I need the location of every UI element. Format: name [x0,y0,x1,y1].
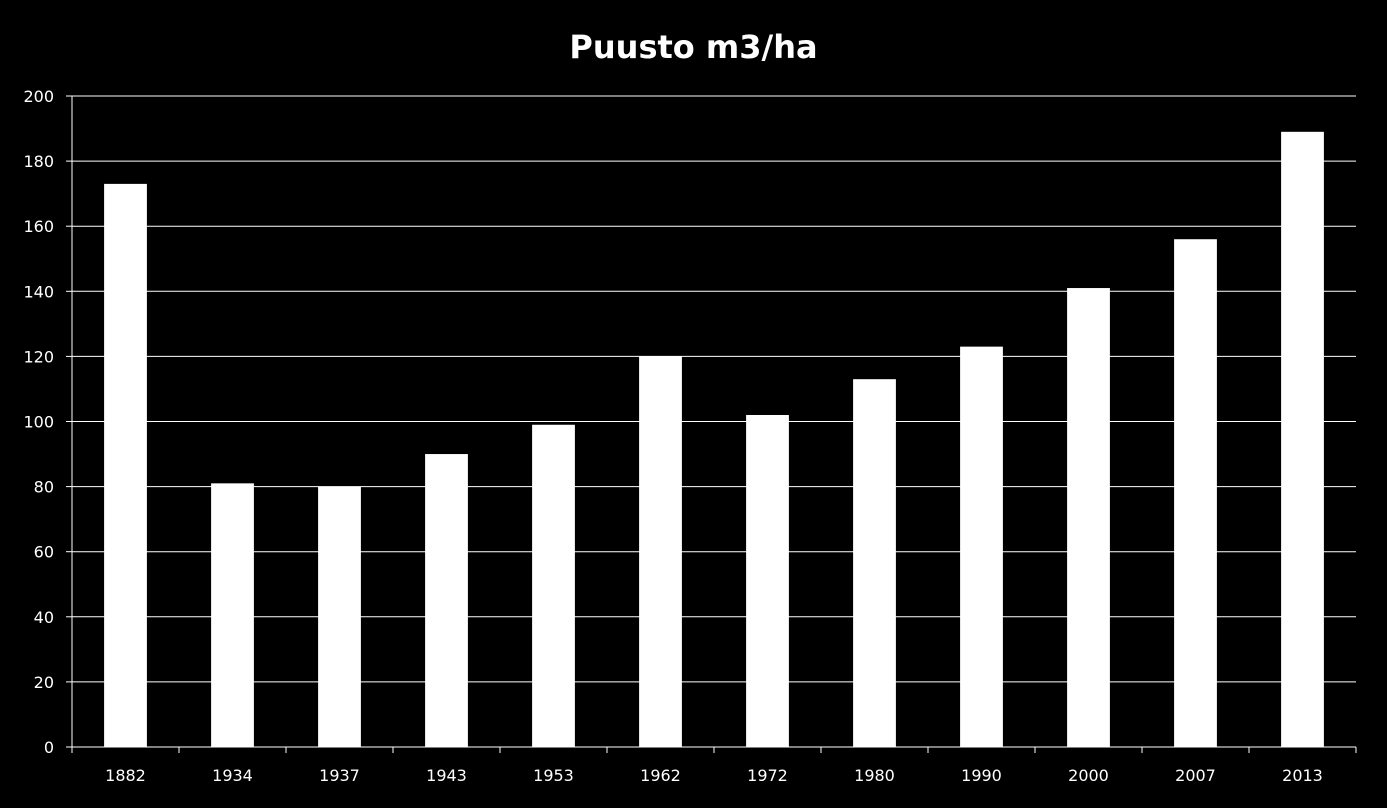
bars [104,131,1324,747]
y-tick-label: 60 [34,543,54,562]
bar-1990 [960,346,1003,747]
y-tick-label: 40 [34,608,54,627]
y-tick-label: 0 [44,738,54,757]
y-tick-label: 80 [34,478,54,497]
y-tick-label: 160 [23,217,54,236]
y-tick-label: 100 [23,413,54,432]
x-tick-label: 1953 [533,766,574,785]
x-tick-label: 1990 [961,766,1002,785]
bar-1953 [532,424,575,747]
x-tick-label: 1980 [854,766,895,785]
gridlines [72,95,1356,683]
bar-1934 [211,483,254,747]
x-tick-label: 2007 [1175,766,1216,785]
axes [66,95,1357,753]
bar-1937 [318,486,361,747]
chart-title: Puusto m3/ha [569,28,818,66]
x-tick-label: 1962 [640,766,681,785]
bar-1972 [746,414,789,747]
bar-1980 [853,379,896,747]
bar-1962 [639,356,682,747]
y-tick-label: 20 [34,673,54,692]
y-tick-label: 180 [23,152,54,171]
x-tick-label: 1937 [319,766,360,785]
x-tick-label: 2013 [1282,766,1323,785]
y-tick-labels: 0 20 40 60 80 100 120 140 160 180 200 [23,87,54,757]
bar-1943 [425,454,468,747]
bar-2013 [1281,131,1324,747]
x-tick-label: 1934 [212,766,253,785]
bar-1882 [104,183,147,747]
x-tick-label: 1972 [747,766,788,785]
x-tick-labels: 1882 1934 1937 1943 1953 1962 1972 1980 1990 2000… [105,766,1323,785]
bar-2000 [1067,288,1110,747]
x-tick-label: 1882 [105,766,146,785]
x-tick-label: 1943 [426,766,467,785]
y-tick-label: 140 [23,282,54,301]
y-tick-label: 200 [23,87,54,106]
bar-2007 [1174,239,1217,747]
x-tick-label: 2000 [1068,766,1109,785]
y-tick-label: 120 [23,347,54,366]
